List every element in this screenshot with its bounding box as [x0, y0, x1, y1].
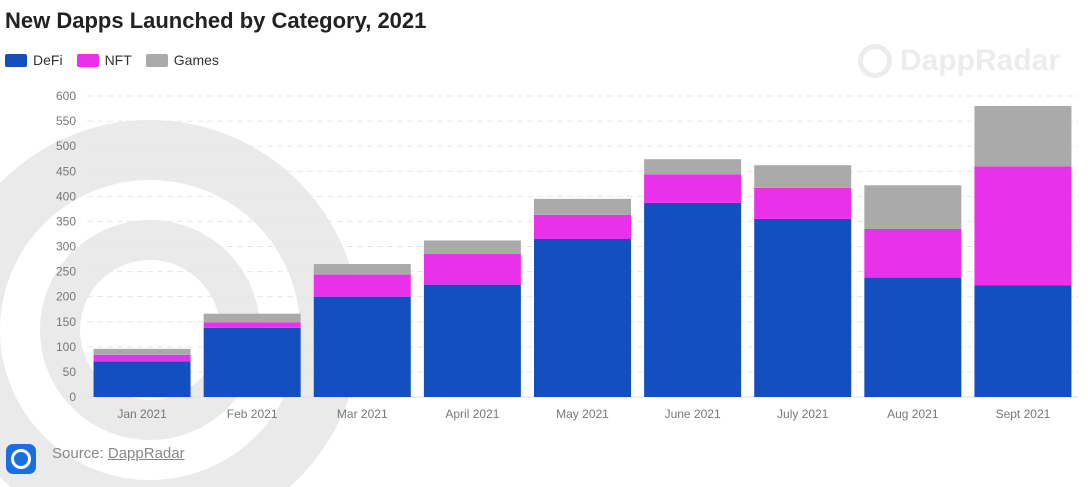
- bar-games: [534, 198, 631, 215]
- y-tick-label: 550: [56, 114, 76, 128]
- bar-games: [93, 348, 191, 355]
- bar-defi: [864, 277, 962, 397]
- y-tick-label: 200: [56, 290, 76, 304]
- bar-games: [644, 159, 742, 175]
- source-label: Source:: [52, 445, 104, 462]
- bar-defi: [534, 238, 631, 397]
- bar-nft: [423, 254, 521, 285]
- bar-games: [203, 313, 301, 323]
- bar-games: [864, 185, 962, 229]
- bar-nft: [754, 187, 852, 219]
- y-tick-label: 600: [56, 89, 76, 103]
- legend-label: DeFi: [33, 52, 63, 68]
- x-tick-label: July 2021: [777, 407, 829, 421]
- bar-nft: [644, 174, 742, 203]
- watermark-text: DappRadar: [899, 44, 1060, 77]
- bar-defi: [644, 202, 742, 397]
- legend-label: NFT: [104, 52, 132, 68]
- bar-defi: [313, 296, 411, 397]
- y-tick-label: 0: [69, 390, 76, 404]
- bar-nft: [93, 354, 191, 362]
- bar-defi: [974, 285, 1072, 397]
- bar-games: [974, 106, 1072, 167]
- bar-defi: [93, 361, 191, 397]
- bar-nft: [313, 274, 411, 297]
- bar-nft: [203, 322, 301, 328]
- y-tick-label: 400: [56, 189, 76, 203]
- dappradar-logo-icon: [6, 444, 36, 474]
- x-tick-label: Feb 2021: [227, 407, 278, 421]
- legend-item-games[interactable]: Games: [145, 52, 219, 68]
- bar-defi: [203, 327, 301, 397]
- chart-title: New Dapps Launched by Category, 2021: [5, 8, 427, 33]
- watermark: DappRadar: [857, 44, 1060, 78]
- y-tick-label: 100: [56, 340, 76, 354]
- y-tick-label: 350: [56, 214, 76, 228]
- x-tick-label: Sept 2021: [996, 407, 1051, 421]
- legend: DeFi NFT Games: [5, 52, 219, 68]
- legend-swatch: [145, 53, 168, 67]
- x-tick-label: May 2021: [556, 407, 609, 421]
- y-tick-label: 500: [56, 139, 76, 153]
- source-link[interactable]: DappRadar: [107, 445, 185, 462]
- x-tick-label: Jan 2021: [117, 407, 167, 421]
- bar-games: [423, 240, 521, 255]
- x-tick-label: Aug 2021: [887, 407, 939, 421]
- x-tick-label: June 2021: [665, 407, 721, 421]
- legend-swatch: [76, 53, 99, 67]
- bar-nft: [864, 228, 962, 278]
- x-tick-label: April 2021: [445, 407, 499, 421]
- bar-defi: [754, 218, 852, 397]
- bar-games: [313, 264, 411, 275]
- legend-label: Games: [173, 52, 219, 68]
- y-tick-label: 150: [56, 315, 76, 329]
- y-tick-label: 50: [63, 365, 77, 379]
- x-tick-label: Mar 2021: [337, 407, 388, 421]
- y-tick-label: 450: [56, 164, 76, 178]
- dappradar-logo-icon: [857, 44, 892, 78]
- bar-nft: [974, 166, 1072, 286]
- bar-defi: [423, 284, 521, 397]
- legend-swatch: [5, 53, 27, 67]
- bar-nft: [534, 214, 631, 239]
- source-note: Source: DappRadar: [52, 445, 185, 462]
- bar-games: [754, 165, 852, 188]
- legend-item-defi[interactable]: DeFi: [5, 52, 63, 68]
- y-tick-label: 250: [56, 265, 76, 279]
- legend-item-nft[interactable]: NFT: [76, 52, 132, 68]
- y-tick-label: 300: [56, 240, 76, 254]
